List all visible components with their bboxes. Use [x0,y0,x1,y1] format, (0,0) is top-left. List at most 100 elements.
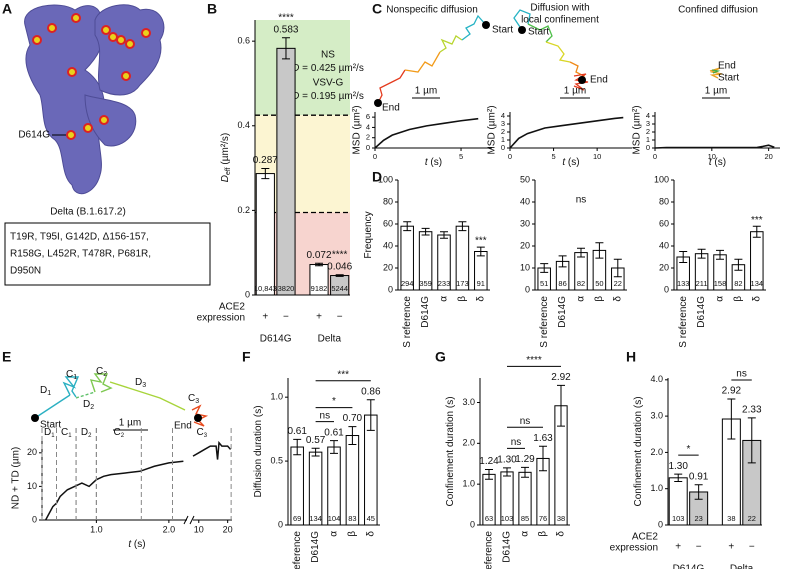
significance: ns [511,437,522,448]
panel-letter: A [2,1,12,17]
y-tick-label: 1 [646,135,650,144]
segment-label-part: 1 [47,390,51,397]
x-tick-label: δ [612,296,623,302]
y-tick-label: 3.0 [650,410,663,420]
y-tick-label: 3 [646,119,650,128]
threshold-value-part: 0.195 [311,91,336,102]
count-label: 91 [477,279,485,288]
x-tick-label: 5 [551,152,555,161]
x-axis-label: t (s) [128,539,145,550]
significance: **** [278,12,294,23]
bar [345,435,360,526]
bar [364,414,378,526]
count-label: 359 [419,279,432,288]
end-label: End [590,75,608,86]
segment-label-part: 1 [73,374,77,381]
error-bar [521,466,529,478]
y-tick-label: 0 [278,519,283,529]
x-tick-label: 20 [764,152,772,161]
error-bar [281,37,290,60]
x-axis-label: ACE2 [632,532,659,543]
segment-label-part: 2 [103,371,107,378]
start-label: Start [40,420,61,431]
y-tick-label: 0 [388,284,393,294]
error-bar [595,242,604,259]
count-label: 23 [694,514,702,523]
y-tick-label: 20 [520,240,530,250]
y-tick-label: 80 [383,196,393,206]
scale-label: 1 µm [564,86,586,97]
value-label: 1.24 [479,456,499,467]
segment-label-part: 3 [195,398,199,405]
x-tick-label: 5 [459,152,463,161]
phase-label-part: C [61,427,68,438]
x-tick-label: α [439,296,450,302]
y-tick-label: 100 [378,174,393,184]
y-tick-label: 0 [32,514,37,524]
x-tick-label: + [728,542,734,553]
end-label: End [174,421,192,432]
count-label: 82 [577,279,585,288]
trajectory-endpoints [374,21,586,107]
x-tick-label: δ [365,531,376,537]
error-bar [697,248,706,259]
y-axis-label-part: Confinement duration (s) [445,396,456,506]
segmented-trajectory [34,373,209,427]
segment-label: C3 [188,393,199,405]
protein-structure [24,4,165,195]
significance: * [332,396,336,407]
x-tick-label: 10 [708,152,716,161]
x-tick-label: δ [751,296,762,302]
significance: ns [576,195,587,206]
segment-label-part: 2 [90,404,94,411]
count-label: 5244 [331,284,348,293]
scale-label: 1 µm [415,86,437,97]
segment-label: C2 [96,366,107,378]
y-tick-label: 0 [366,143,370,152]
error-bar [747,417,756,464]
y-axis-label: Diffusion duration (s) [253,405,264,497]
y-axis-label-part: D [220,175,231,182]
error-bar [540,263,549,273]
y-tick-label: 0 [658,519,663,529]
x-axis-label-part: (s) [565,157,579,168]
y-tick-label: 1.0 [650,483,663,493]
x-tick-label: 1.0 [90,524,103,534]
mutation-line: R158G, L452R, T478R, P681R, [10,249,151,260]
x-tick-label: D614G [557,296,568,328]
line [44,460,184,521]
x-tick-label: + [316,312,322,323]
error-bar [503,467,511,477]
x-axis-label-part: t [709,157,713,168]
count-label: 85 [521,514,529,523]
x-tick-label: δ [556,531,567,537]
count-label: 103 [672,514,685,523]
count-label: 45 [367,514,375,523]
threshold-value-part: D [292,63,299,74]
x-tick-label: − [696,542,702,553]
threshold-value: D = 0.195 µm²/s [292,91,364,102]
count-label: 133 [677,279,690,288]
value-label: 0.57 [306,435,326,446]
bar [255,173,275,296]
error-bar [440,231,448,239]
x-axis-label-part: (s) [131,539,145,550]
y-tick-label: 50 [520,174,530,184]
significance: ns [736,369,747,380]
x-tick-label: α [576,296,587,302]
mutation-box [4,222,211,286]
significance: **** [332,249,348,260]
count-label: 76 [539,514,547,523]
y-tick-label: 30 [520,218,530,228]
significance: *** [751,215,763,226]
trajectory-title: Nonspecific diffusion [386,5,478,16]
x-tick-label: β [733,296,744,302]
error-bar [458,221,467,232]
group-label: D614G [673,564,705,569]
segment-label: D1 [40,385,51,397]
count-label: 104 [328,514,341,523]
y-tick-label: 1.0 [462,479,475,489]
error-bar [366,399,375,431]
value-label: 0.072 [307,250,332,261]
count-label: 211 [696,279,708,288]
